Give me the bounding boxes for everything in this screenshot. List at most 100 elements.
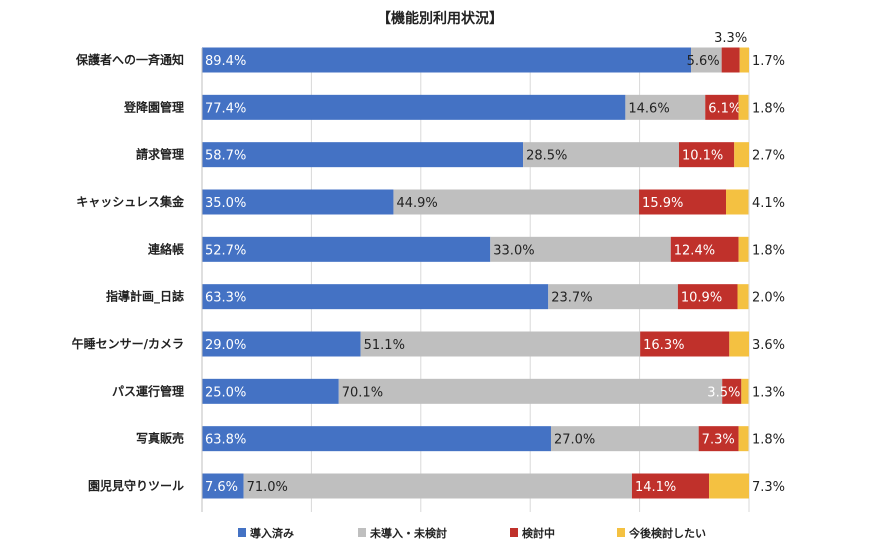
legend-label: 今後検討したい: [628, 526, 706, 540]
bar-segment: [709, 473, 749, 499]
bar-segment: [741, 378, 749, 404]
data-label: 1.7%: [752, 54, 785, 69]
data-label: 33.0%: [493, 243, 534, 258]
bar-segment: [705, 94, 739, 120]
data-label: 7.3%: [702, 433, 735, 448]
category-label: 連絡帳: [148, 241, 184, 256]
bar-segment: [523, 142, 679, 168]
bar-segment: [202, 378, 339, 404]
bar-segment: [738, 426, 749, 452]
bar-segment: [721, 47, 740, 73]
bar-segment: [548, 284, 678, 310]
legend-label: 未導入・未検討: [369, 526, 447, 540]
bar-segment: [734, 142, 749, 168]
data-label: 3.5%: [707, 385, 740, 400]
bar-segment: [202, 47, 692, 73]
bar-segment: [490, 236, 671, 262]
data-label: 29.0%: [205, 338, 246, 353]
data-label: 15.9%: [642, 196, 683, 211]
bar-segment: [202, 473, 244, 499]
bar-segment: [726, 189, 749, 215]
data-label: 23.7%: [551, 291, 592, 306]
data-label: 10.9%: [681, 291, 722, 306]
category-label: 園児見守りツール: [88, 478, 184, 493]
category-label: 指導計画_日誌: [106, 289, 184, 305]
legend-swatch: [617, 528, 625, 537]
bar-segment: [550, 426, 699, 452]
bar-segment: [631, 473, 710, 499]
bar-segment: [360, 331, 641, 357]
data-label: 5.6%: [687, 54, 720, 69]
category-label: 午睡センサー/カメラ: [72, 336, 184, 351]
data-label: 1.8%: [752, 433, 785, 448]
category-label: パス運行管理: [112, 383, 184, 398]
bar-segment: [202, 142, 524, 168]
data-label: 16.3%: [643, 338, 684, 353]
bar-segment: [338, 378, 723, 404]
data-label: 63.3%: [205, 291, 246, 306]
bar-segment: [640, 331, 730, 357]
bar-segment: [243, 473, 632, 499]
bar-segment: [729, 331, 749, 357]
data-label: 44.9%: [396, 196, 437, 211]
data-label: 35.0%: [205, 196, 246, 211]
bar-segment: [202, 189, 394, 215]
data-label: 58.7%: [205, 149, 246, 164]
bar-segment: [670, 236, 739, 262]
legend-label: 導入済み: [250, 526, 294, 540]
data-label: 27.0%: [554, 433, 595, 448]
data-label: 4.1%: [752, 196, 785, 211]
data-label: 70.1%: [342, 385, 383, 400]
category-label: キャッシュレス集金: [76, 194, 185, 209]
data-label: 7.3%: [752, 480, 785, 495]
bar-segment: [393, 189, 640, 215]
bar-segment: [202, 331, 361, 357]
bar-segment: [698, 426, 739, 452]
legend-swatch: [358, 528, 366, 537]
data-label: 63.8%: [205, 433, 246, 448]
data-label: 1.8%: [752, 243, 785, 258]
data-label: 25.0%: [205, 385, 246, 400]
bar-segment: [677, 284, 738, 310]
data-label: 14.6%: [628, 101, 669, 116]
data-label: 2.7%: [752, 149, 785, 164]
bar-segment: [678, 142, 735, 168]
data-label: 51.1%: [364, 338, 405, 353]
chart-title: 【機能別利用状況】: [377, 11, 503, 27]
bar-segment: [722, 378, 742, 404]
data-label: 3.6%: [752, 338, 785, 353]
data-label: 1.8%: [752, 101, 785, 116]
data-label: 6.1%: [708, 101, 741, 116]
data-label: 52.7%: [205, 243, 246, 258]
category-label: 請求管理: [136, 147, 184, 162]
data-label: 7.6%: [205, 480, 238, 495]
bar-segment: [202, 94, 626, 120]
bar-segment: [691, 47, 722, 73]
data-label: 2.0%: [752, 291, 785, 306]
bar-segment: [639, 189, 727, 215]
data-label: 1.3%: [752, 385, 785, 400]
bar-segment: [738, 236, 749, 262]
bar-segment: [202, 236, 491, 262]
category-label: 写真販売: [136, 431, 184, 446]
legend-swatch: [238, 528, 246, 537]
bar-segment: [739, 47, 749, 73]
data-label: 77.4%: [205, 101, 246, 116]
category-label: 登降園管理: [123, 99, 184, 114]
bar-segment: [202, 284, 549, 310]
legend-label: 検討中: [522, 526, 555, 540]
data-label: 12.4%: [674, 243, 715, 258]
bar-segment: [202, 426, 551, 452]
data-label: 14.1%: [635, 480, 676, 495]
bar-segment: [738, 94, 749, 120]
data-label: 89.4%: [205, 54, 246, 69]
data-label: 3.3%: [714, 31, 747, 46]
bar-segment: [625, 94, 706, 120]
data-label: 28.5%: [526, 149, 567, 164]
category-label: 保護者への一斉通知: [75, 52, 184, 67]
bar-segment: [737, 284, 749, 310]
data-label: 10.1%: [682, 149, 723, 164]
data-label: 71.0%: [247, 480, 288, 495]
legend-swatch: [510, 528, 518, 537]
